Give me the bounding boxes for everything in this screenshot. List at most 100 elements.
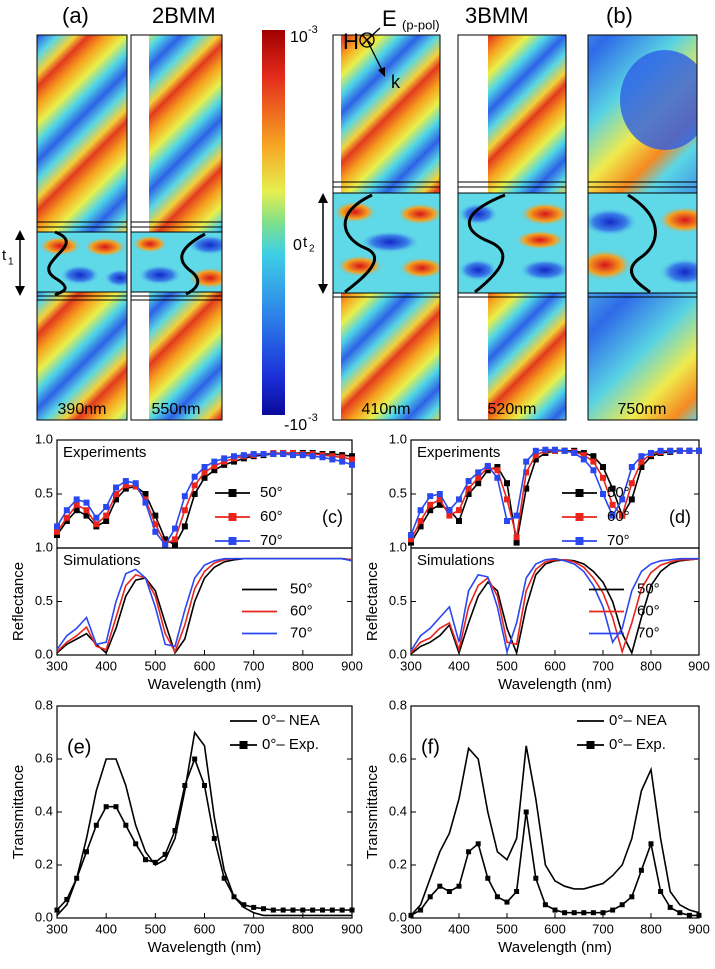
x-tick-label: 400 — [448, 921, 470, 936]
data-point — [504, 518, 510, 524]
data-point — [54, 532, 60, 539]
data-point — [201, 469, 208, 476]
data-point — [241, 902, 247, 908]
panel-label: (a) — [62, 3, 89, 28]
x-tick-label: 600 — [194, 658, 216, 673]
data-point — [84, 849, 89, 855]
colorbar-min-exp: -3 — [308, 412, 318, 424]
annotation: Simulations — [63, 552, 141, 569]
data-point — [349, 907, 355, 913]
legend-marker — [228, 537, 237, 545]
legend-label: 70° — [290, 624, 313, 641]
data-point — [437, 883, 443, 889]
series-line — [410, 450, 699, 544]
data-point — [513, 539, 520, 546]
data-point — [280, 451, 287, 458]
y-tick-label: 0.6 — [389, 750, 407, 765]
data-point — [240, 452, 247, 459]
colorbar-min: -10 — [284, 417, 307, 434]
y-axis-label: Reflectance — [364, 562, 381, 641]
x-tick-label: 900 — [688, 921, 710, 936]
y-tick-label: 0.2 — [389, 856, 407, 871]
data-point — [667, 904, 673, 910]
data-point — [417, 523, 424, 530]
data-point — [64, 896, 70, 902]
x-tick-label: 400 — [95, 658, 117, 673]
data-point — [532, 456, 539, 463]
data-point — [172, 541, 178, 548]
data-point — [181, 523, 188, 530]
x-axis-label: Wavelength (nm) — [498, 939, 612, 956]
y-tick-label: 0.4 — [389, 803, 407, 818]
data-point — [484, 467, 491, 474]
legend-marker — [239, 741, 248, 749]
data-point — [465, 485, 472, 492]
x-tick-label: 500 — [144, 921, 166, 936]
field-e: E — [382, 6, 397, 31]
data-point — [657, 447, 664, 454]
colorbar-max-exp: -3 — [308, 24, 318, 36]
data-point — [485, 875, 491, 881]
data-point — [73, 501, 80, 508]
data-point — [63, 518, 70, 524]
data-point — [122, 482, 129, 489]
x-tick-label: 300 — [400, 921, 422, 936]
y-tick-label: 1.0 — [389, 539, 407, 554]
field-map — [333, 35, 440, 420]
data-point — [181, 507, 188, 514]
data-point — [93, 822, 99, 828]
x-tick-label: 500 — [144, 658, 166, 673]
field-map — [458, 35, 566, 420]
data-point — [83, 499, 90, 506]
data-point — [339, 907, 345, 913]
x-tick-label: 300 — [46, 658, 68, 673]
data-point — [103, 512, 110, 519]
data-point — [260, 451, 267, 458]
data-point — [600, 910, 606, 916]
data-point — [103, 503, 110, 510]
x-tick-label: 400 — [448, 658, 470, 673]
group-name: 3BMM — [465, 3, 529, 28]
data-point — [504, 480, 510, 487]
x-tick-label: 600 — [194, 921, 216, 936]
series-line — [410, 448, 699, 536]
data-point — [552, 907, 558, 913]
layer-lines — [36, 34, 698, 421]
data-point — [619, 496, 626, 503]
data-point — [417, 507, 424, 514]
data-point — [580, 452, 587, 459]
data-point — [152, 512, 159, 519]
y-tick-label: 0.4 — [35, 803, 53, 818]
data-point — [182, 783, 188, 788]
data-point — [191, 491, 198, 497]
data-point — [676, 447, 683, 454]
data-point — [523, 458, 530, 465]
y-axis-label: Reflectance — [10, 562, 27, 641]
data-point — [191, 482, 198, 489]
data-point — [211, 458, 218, 465]
y-tick-label: 1.0 — [35, 431, 53, 446]
data-point — [408, 532, 414, 539]
data-point — [309, 453, 316, 460]
data-point — [494, 464, 501, 470]
data-point — [427, 501, 434, 508]
data-point — [63, 507, 70, 514]
data-point — [103, 804, 109, 810]
y-axis-label: Transmittance — [364, 765, 381, 859]
y-tick-label: 0.8 — [389, 697, 407, 712]
data-point — [590, 453, 597, 460]
data-point — [638, 867, 644, 873]
data-point — [456, 507, 462, 514]
data-point — [696, 447, 702, 454]
data-point — [638, 464, 645, 470]
data-point — [63, 514, 70, 521]
data-point — [73, 496, 80, 503]
data-point — [619, 512, 626, 519]
series-line — [410, 811, 699, 917]
data-point — [349, 453, 355, 460]
series-line — [56, 557, 353, 651]
data-point — [162, 536, 169, 543]
data-point — [231, 894, 237, 900]
data-point — [696, 912, 702, 918]
